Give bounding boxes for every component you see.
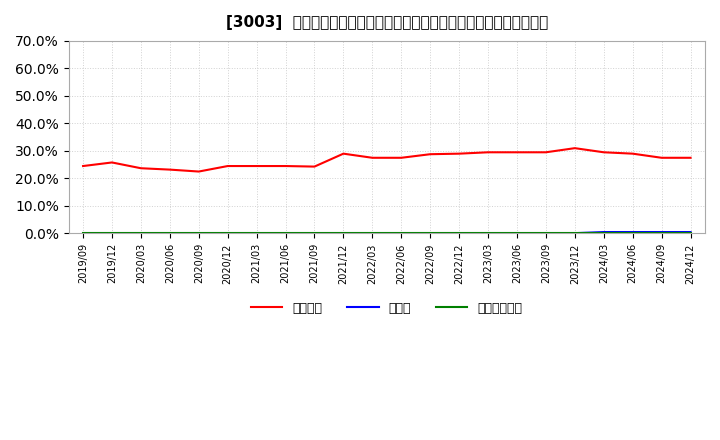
のれん: [629, 229, 637, 235]
自己資本: [339, 151, 348, 156]
繰延税金資産: [600, 231, 608, 236]
繰延税金資産: [426, 231, 434, 236]
繰延税金資産: [108, 231, 117, 236]
のれん: [108, 231, 117, 236]
のれん: [78, 231, 87, 236]
繰延税金資産: [166, 231, 174, 236]
のれん: [223, 231, 232, 236]
自己資本: [282, 163, 290, 169]
繰延税金資産: [513, 231, 521, 236]
繰延税金資産: [223, 231, 232, 236]
繰延税金資産: [657, 231, 666, 236]
繰延税金資産: [78, 231, 87, 236]
自己資本: [600, 150, 608, 155]
繰延税金資産: [629, 231, 637, 236]
Line: のれん: のれん: [83, 232, 690, 233]
自己資本: [629, 151, 637, 156]
繰延税金資産: [455, 231, 464, 236]
繰延税金資産: [194, 231, 203, 236]
自己資本: [541, 150, 550, 155]
自己資本: [166, 167, 174, 172]
自己資本: [252, 163, 261, 169]
自己資本: [310, 164, 319, 169]
のれん: [426, 231, 434, 236]
のれん: [252, 231, 261, 236]
Line: 自己資本: 自己資本: [83, 148, 690, 172]
繰延税金資産: [282, 231, 290, 236]
繰延税金資産: [368, 231, 377, 236]
自己資本: [686, 155, 695, 161]
繰延税金資産: [541, 231, 550, 236]
のれん: [541, 231, 550, 236]
のれん: [513, 231, 521, 236]
のれん: [397, 231, 405, 236]
繰延税金資産: [310, 231, 319, 236]
Title: [3003]  自己資本、のれん、繰延税金資産の総資産に対する比率の推移: [3003] 自己資本、のれん、繰延税金資産の総資産に対する比率の推移: [225, 15, 548, 30]
繰延税金資産: [252, 231, 261, 236]
繰延税金資産: [339, 231, 348, 236]
のれん: [166, 231, 174, 236]
のれん: [282, 231, 290, 236]
自己資本: [484, 150, 492, 155]
のれん: [310, 231, 319, 236]
のれん: [339, 231, 348, 236]
のれん: [686, 229, 695, 235]
繰延税金資産: [570, 231, 579, 236]
のれん: [484, 231, 492, 236]
自己資本: [570, 146, 579, 151]
Legend: 自己資本, のれん, 繰延税金資産: 自己資本, のれん, 繰延税金資産: [246, 297, 528, 319]
繰延税金資産: [397, 231, 405, 236]
繰延税金資産: [484, 231, 492, 236]
のれん: [570, 231, 579, 236]
のれん: [657, 229, 666, 235]
自己資本: [137, 165, 145, 171]
自己資本: [194, 169, 203, 174]
自己資本: [78, 163, 87, 169]
自己資本: [455, 151, 464, 156]
自己資本: [223, 163, 232, 169]
繰延税金資産: [686, 231, 695, 236]
自己資本: [108, 160, 117, 165]
のれん: [600, 229, 608, 235]
自己資本: [657, 155, 666, 161]
自己資本: [397, 155, 405, 161]
のれん: [368, 231, 377, 236]
繰延税金資産: [137, 231, 145, 236]
のれん: [455, 231, 464, 236]
自己資本: [426, 151, 434, 157]
自己資本: [368, 155, 377, 161]
自己資本: [513, 150, 521, 155]
のれん: [194, 231, 203, 236]
のれん: [137, 231, 145, 236]
